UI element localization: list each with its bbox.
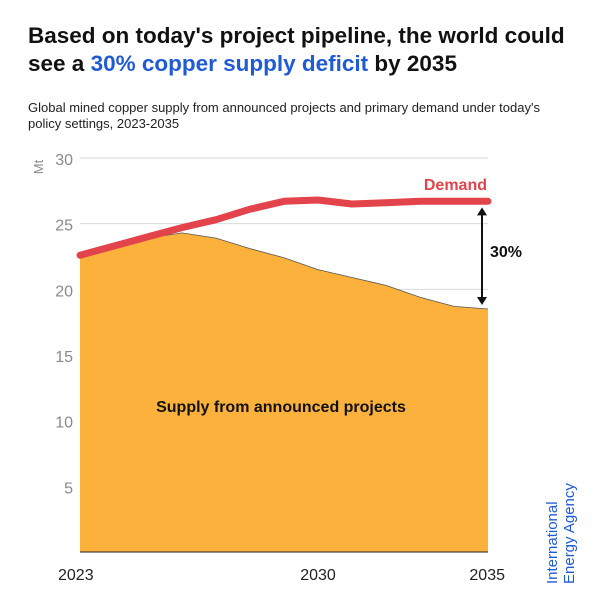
logo-line-1: International [544,501,561,584]
title-highlight: 30% copper supply deficit [90,51,369,76]
deficit-arrow-head-top [477,207,487,216]
deficit-arrow [477,207,487,306]
x-tick-label-2035: 2035 [469,567,505,584]
iea-logo: International Energy Agency [544,483,578,584]
x-tick-label-2030: 2030 [300,567,336,584]
deficit-label: 30% [490,244,522,261]
chart-subtitle: Global mined copper supply from announce… [28,100,540,131]
y-tick-label-5: 5 [64,480,73,497]
y-tick-label-15: 15 [55,349,73,366]
y-tick-label-25: 25 [55,218,73,235]
y-tick-label-20: 20 [55,283,73,300]
tick-layer: 5 10 15 20 25 30 2023 2030 2035 [55,152,505,584]
chart-title: Based on today's project pipeline, the w… [28,22,588,78]
title-text-end: by 2035 [368,51,457,76]
y-axis-label: Mt [31,159,46,174]
y-tick-label-30: 30 [55,152,73,169]
y-tick-label-10: 10 [55,415,73,432]
supply-area [80,232,488,552]
logo-line-2: Energy Agency [561,483,578,584]
x-tick-label-2023: 2023 [58,567,94,584]
demand-line [76,196,492,259]
deficit-arrow-head-bottom [477,297,487,306]
svg-text:International Energy Age: International Energy Agency [544,483,578,584]
title-text-start: Based on today's project pipeline, the w… [28,23,565,76]
supply-label: Supply from announced projects [156,399,406,416]
demand-label: Demand [424,177,487,194]
